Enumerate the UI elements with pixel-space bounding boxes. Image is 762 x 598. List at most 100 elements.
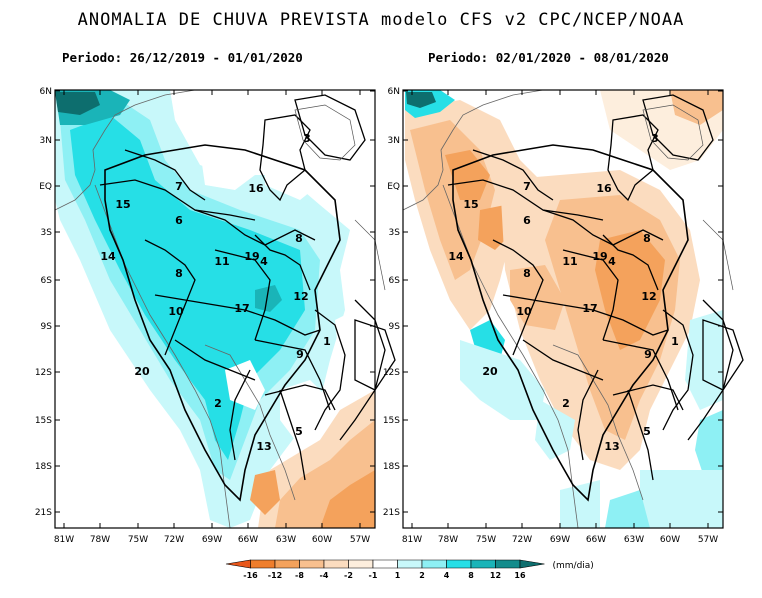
colorbar-level: -4 [320,571,329,580]
region-label: 17 [234,302,249,315]
colorbar-units: (mm/dia) [553,561,594,571]
map-frame-right [402,89,724,529]
lon-label: 66W [586,535,606,545]
region-label: 13 [604,440,619,453]
colorbar-swatch [299,559,325,569]
region-label: 19 [592,250,607,263]
lat-label: 21S [35,508,52,518]
region-label: 8 [523,267,531,280]
lon-label: 63W [624,535,644,545]
colorbar-level: 1 [395,571,401,580]
region-label: 19 [244,250,259,263]
region-label: 17 [582,302,597,315]
colorbar-level: -8 [295,571,304,580]
lat-label: 6N [388,87,400,97]
lat-label: 3N [388,136,400,146]
region-label: 7 [523,180,531,193]
lat-label: 18S [383,462,400,472]
region-label: 12 [641,290,656,303]
region-label: 13 [256,440,271,453]
colorbar-level: 16 [514,571,526,580]
region-label: 14 [100,250,116,263]
map-frame-left [54,89,376,529]
colorbar-level: 8 [468,571,474,580]
region-label: 4 [608,255,616,268]
period-right: Periodo: 02/01/2020 - 08/01/2020 [428,50,669,65]
region-label: 15 [115,198,130,211]
region-label: 14 [448,250,464,263]
lon-label: 72W [512,535,532,545]
region-label: 2 [214,397,222,410]
figure-title: ANOMALIA DE CHUVA PREVISTA modelo CFS v2… [77,10,685,30]
region-label: 1 [323,335,331,348]
lon-label: 75W [476,535,496,545]
region-label: 20 [482,365,498,378]
lat-label: 9S [41,322,53,332]
colorbar-swatch [225,559,251,569]
region-label: 12 [293,290,308,303]
lat-label: 12S [383,368,400,378]
colorbar-swatch [397,559,423,569]
colorbar-level: 12 [490,571,501,580]
region-label: 7 [175,180,183,193]
region-label: 6 [175,214,183,227]
colorbar-swatch [446,559,472,569]
lon-label: 78W [438,535,458,545]
region-label: 6 [523,214,531,227]
lat-label: 15S [35,416,52,426]
axes-left: 6N 3N EQ 3S 6S 9S 12S 15S 18S 21S 81W 78W 75W 72W 69W 6… [35,87,375,545]
lat-label: 18S [35,462,52,472]
region-label: 2 [562,397,570,410]
lon-label: 69W [202,535,222,545]
colorbar-swatch [519,559,545,569]
colorbar-swatch [274,559,300,569]
lon-label: 57W [350,535,370,545]
map-panel-right [403,90,723,528]
colorbar-level: -1 [369,571,378,580]
colorbar: -16 -12 -8 -4 -2 -1 1 2 4 8 12 16(mm/dia) [225,559,594,580]
boundaries-left [54,89,396,529]
anomaly-field-right [405,90,723,528]
lon-label: 72W [164,535,184,545]
lat-label: 3S [41,228,53,238]
region-label: 5 [295,425,303,438]
lat-label: EQ [39,182,52,192]
lat-label: 15S [383,416,400,426]
colorbar-swatch [348,559,374,569]
region-label: 8 [175,267,183,280]
colorbar-swatch [323,559,349,569]
region-label: 8 [643,232,651,245]
region-label: 9 [644,348,652,361]
region-label: 11 [214,255,229,268]
region-label: 16 [248,182,264,195]
region-label: 10 [516,305,532,318]
region-label: 20 [134,365,150,378]
lat-label: 6S [389,276,401,286]
lon-label: 78W [90,535,110,545]
region-label: 8 [295,232,303,245]
lon-label: 75W [128,535,148,545]
lon-label: 81W [402,535,422,545]
lon-label: 60W [312,535,332,545]
colorbar-level: 4 [444,571,450,580]
region-label: 3 [651,132,659,145]
lon-label: 57W [698,535,718,545]
lat-label: 3S [389,228,401,238]
lon-label: 81W [54,535,74,545]
lat-label: 9S [389,322,401,332]
lon-label: 63W [276,535,296,545]
region-label: 4 [260,255,268,268]
period-left: Periodo: 26/12/2019 - 01/01/2020 [62,50,303,65]
axes-right: 6N 3N EQ 3S 6S 9S 12S 15S 18S 21S 81W 78W 75W 72W 69W 6… [383,87,723,545]
lon-label: 60W [660,535,680,545]
colorbar-swatch [495,559,521,569]
region-label: 10 [168,305,184,318]
region-label: 5 [643,425,651,438]
colorbar-swatch [372,559,398,569]
colorbar-swatch [250,559,276,569]
colorbar-level: -2 [344,571,353,580]
region-label: 1 [671,335,679,348]
